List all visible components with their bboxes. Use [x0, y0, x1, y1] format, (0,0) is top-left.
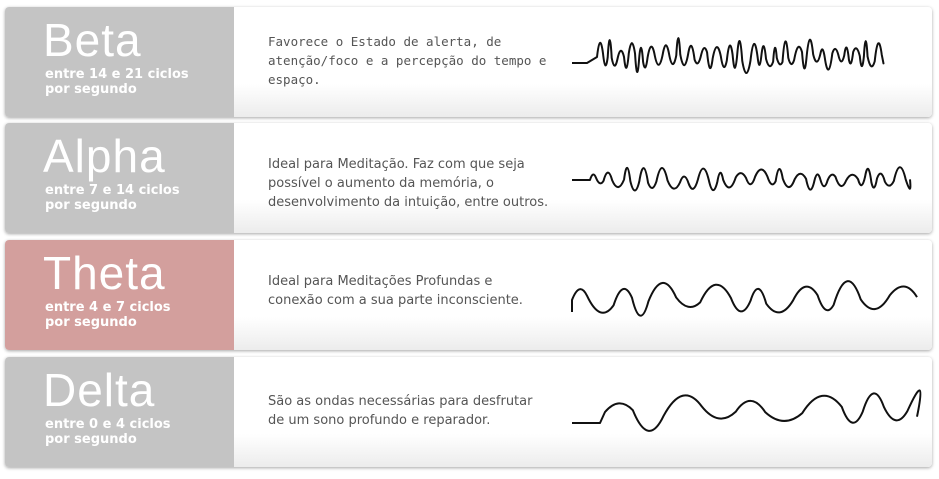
- wave-row-theta: Theta entre 4 e 7 ciclos por segundo Idea…: [5, 240, 932, 350]
- wave-label-panel: Alpha entre 7 e 14 ciclos por segundo: [5, 123, 234, 233]
- wave-name: Beta: [43, 14, 142, 66]
- wave-frequency: entre 4 e 7 ciclos por segundo: [45, 300, 171, 330]
- beta-wave-graphic: [572, 37, 885, 75]
- wave-description: Ideal para Meditações Profundas e conexã…: [268, 274, 523, 308]
- wave-row-delta: Delta entre 0 e 4 ciclos por segundo São …: [5, 357, 932, 467]
- alpha-wave-graphic: [572, 166, 912, 192]
- wave-frequency: entre 7 e 14 ciclos por segundo: [45, 183, 180, 213]
- wave-description: Ideal para Meditação. Faz com que seja p…: [268, 157, 549, 210]
- wave-frequency: entre 14 e 21 ciclos por segundo: [45, 67, 189, 97]
- theta-wave-graphic: [571, 280, 918, 317]
- wave-description: São as ondas necessárias para desfrutar …: [268, 394, 533, 428]
- wave-frequency: entre 0 e 4 ciclos por segundo: [45, 417, 171, 447]
- wave-name: Alpha: [43, 130, 166, 182]
- wave-name: Theta: [43, 247, 166, 299]
- wave-label-panel: Delta entre 0 e 4 ciclos por segundo: [5, 357, 234, 467]
- wave-row-alpha: Alpha entre 7 e 14 ciclos por segundo Ide…: [5, 123, 932, 233]
- wave-description: Favorece o Estado de alerta, de atenção/…: [268, 34, 547, 87]
- wave-label-panel: Beta entre 14 e 21 ciclos por segundo: [5, 7, 234, 117]
- wave-name: Delta: [43, 364, 156, 416]
- wave-label-panel: Theta entre 4 e 7 ciclos por segundo: [5, 240, 234, 350]
- delta-wave-graphic: [572, 389, 922, 432]
- wave-row-beta: Beta entre 14 e 21 ciclos por segundo Fav…: [5, 7, 932, 117]
